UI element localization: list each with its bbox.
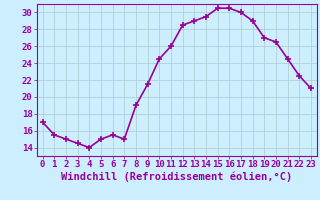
X-axis label: Windchill (Refroidissement éolien,°C): Windchill (Refroidissement éolien,°C) [61, 172, 292, 182]
